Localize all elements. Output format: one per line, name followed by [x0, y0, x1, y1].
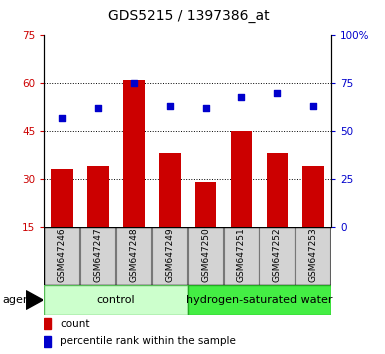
Text: GDS5215 / 1397386_at: GDS5215 / 1397386_at: [108, 9, 270, 23]
Text: control: control: [97, 295, 135, 305]
Bar: [295, 227, 330, 285]
Bar: [188, 227, 223, 285]
Bar: [44, 318, 50, 329]
Bar: [195, 182, 216, 227]
Bar: [259, 227, 295, 285]
Polygon shape: [26, 291, 43, 309]
Point: [203, 105, 209, 111]
Bar: [188, 285, 331, 315]
Bar: [80, 227, 115, 285]
Text: GSM647249: GSM647249: [165, 227, 174, 282]
Bar: [303, 166, 324, 227]
Point: [274, 90, 280, 96]
Text: GSM647250: GSM647250: [201, 227, 210, 282]
Bar: [52, 169, 73, 227]
Text: agent: agent: [2, 295, 34, 305]
Bar: [224, 227, 259, 285]
Text: hydrogen-saturated water: hydrogen-saturated water: [186, 295, 333, 305]
Text: GSM647248: GSM647248: [129, 227, 139, 282]
Text: GSM647252: GSM647252: [273, 227, 282, 282]
Text: GSM647253: GSM647253: [309, 227, 318, 282]
Bar: [44, 336, 50, 347]
Point: [131, 80, 137, 86]
Bar: [152, 227, 187, 285]
Bar: [266, 153, 288, 227]
Point: [310, 103, 316, 109]
Text: percentile rank within the sample: percentile rank within the sample: [60, 336, 236, 346]
Bar: [159, 153, 181, 227]
Bar: [44, 227, 79, 285]
Point: [59, 115, 65, 120]
Bar: [44, 285, 188, 315]
Text: count: count: [60, 319, 90, 329]
Bar: [116, 227, 151, 285]
Bar: [231, 131, 252, 227]
Text: GSM647246: GSM647246: [58, 227, 67, 282]
Point: [95, 105, 101, 111]
Text: GSM647247: GSM647247: [94, 227, 102, 282]
Text: GSM647251: GSM647251: [237, 227, 246, 282]
Point: [238, 94, 244, 99]
Bar: [87, 166, 109, 227]
Bar: [123, 80, 145, 227]
Point: [167, 103, 173, 109]
